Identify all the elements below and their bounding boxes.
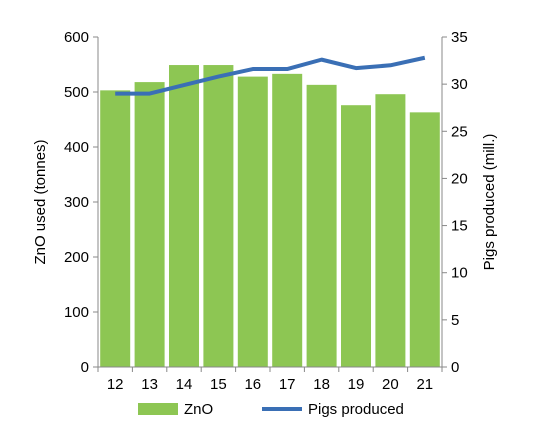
zno-bars	[100, 65, 440, 368]
x-tick-label: 16	[244, 376, 261, 393]
zno-bar	[100, 90, 131, 367]
left-tick-label: 400	[64, 139, 89, 156]
zno-bar	[169, 65, 199, 368]
right-tick-label: 25	[451, 123, 468, 140]
zno-bar	[134, 82, 165, 367]
x-tick-label: 15	[210, 376, 227, 393]
zno-bar	[341, 105, 371, 367]
right-y-tick-labels: 0 5 10 15 20 25 30 35	[451, 29, 468, 376]
legend: ZnO Pigs produced	[138, 401, 404, 418]
legend-pigs-label: Pigs produced	[308, 401, 404, 418]
right-tick-label: 20	[451, 170, 468, 187]
zno-bar	[306, 84, 337, 367]
legend-zno-label: ZnO	[184, 401, 213, 418]
right-tick-label: 0	[451, 359, 459, 376]
right-tick-label: 35	[451, 29, 468, 46]
x-tick-label: 17	[279, 376, 296, 393]
left-tick-label: 500	[64, 84, 89, 101]
left-y-tick-labels: 0 100 200 300 400 500 600	[64, 29, 89, 376]
x-tick-label: 18	[313, 376, 330, 393]
right-tick-label: 30	[451, 76, 468, 93]
x-tick-label: 20	[382, 376, 399, 393]
zno-bar	[409, 112, 440, 367]
left-tick-label: 0	[81, 359, 89, 376]
zno-bar	[237, 76, 268, 367]
zno-bar	[203, 65, 234, 368]
x-tick-label: 19	[348, 376, 365, 393]
right-tick-label: 15	[451, 218, 468, 235]
left-tick-label: 300	[64, 194, 89, 211]
legend-zno-swatch	[138, 403, 178, 415]
right-tick-label: 5	[451, 312, 459, 329]
zno-bar	[375, 94, 406, 367]
pigs-produced-line-layer	[115, 55, 426, 96]
left-tick-label: 600	[64, 29, 89, 46]
y2-axis-label: Pigs produced (mill.)	[481, 134, 498, 271]
y-axis-label: ZnO used (tonnes)	[32, 139, 49, 264]
x-tick-label: 12	[107, 376, 124, 393]
x-tick-label: 14	[176, 376, 193, 393]
x-tick-label: 21	[416, 376, 433, 393]
x-tick-label: 13	[141, 376, 158, 393]
right-tick-label: 10	[451, 265, 468, 282]
zno-bar	[272, 73, 303, 367]
x-tick-labels: 12 13 14 15 16 17 18 19 20 21	[107, 376, 433, 393]
pigs-produced-line	[115, 55, 426, 96]
axes	[93, 36, 447, 372]
left-tick-label: 200	[64, 249, 89, 266]
left-tick-label: 100	[64, 304, 89, 321]
